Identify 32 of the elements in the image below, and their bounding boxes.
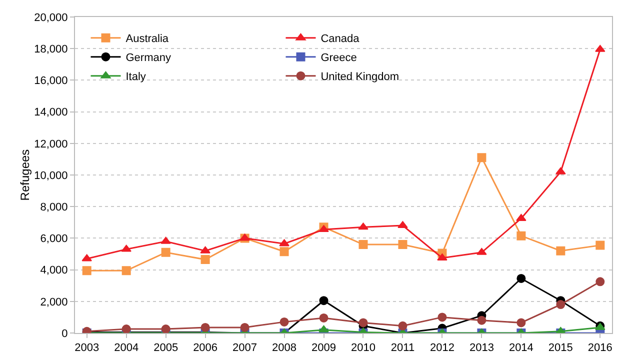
y-tick-label: 2,000 xyxy=(40,296,68,308)
y-tick-label: 16,000 xyxy=(34,75,68,88)
x-tick-label: 2007 xyxy=(232,342,258,354)
x-tick-label: 2010 xyxy=(351,342,376,354)
y-tick-label: 18,000 xyxy=(34,43,68,56)
x-tick-label: 2009 xyxy=(312,342,336,354)
x-tick-label: 2006 xyxy=(193,342,218,354)
y-tick-label: 20,000 xyxy=(34,12,68,24)
x-tick-label: 2011 xyxy=(390,342,415,354)
x-tick-label: 2003 xyxy=(74,342,100,354)
x-tick-label: 2008 xyxy=(272,342,297,354)
x-tick-label: 2004 xyxy=(114,342,139,354)
legend-label: Greece xyxy=(320,52,357,64)
y-tick-label: 12,000 xyxy=(34,138,68,150)
y-tick-label: 6,000 xyxy=(40,233,68,246)
y-tick-label: 4,000 xyxy=(40,264,68,277)
legend-label: United Kingdom xyxy=(320,71,400,84)
legend-label: Germany xyxy=(126,52,172,64)
legend-label: Australia xyxy=(126,33,170,46)
x-tick-label: 2016 xyxy=(588,342,612,354)
x-tick-label: 2013 xyxy=(469,342,494,354)
x-tick-label: 2014 xyxy=(508,342,534,354)
y-axis-title: Refugees xyxy=(18,149,32,201)
y-tick-label: 8,000 xyxy=(40,201,68,214)
y-tick-label: 14,000 xyxy=(34,106,68,119)
legend-label: Canada xyxy=(320,33,360,46)
x-tick-label: 2005 xyxy=(154,342,178,354)
x-tick-label: 2015 xyxy=(548,342,573,354)
x-tick-label: 2012 xyxy=(430,342,454,354)
legend-label: Italy xyxy=(126,71,146,84)
y-tick-label: 10,000 xyxy=(34,170,68,182)
y-tick-label: 0 xyxy=(62,328,68,340)
